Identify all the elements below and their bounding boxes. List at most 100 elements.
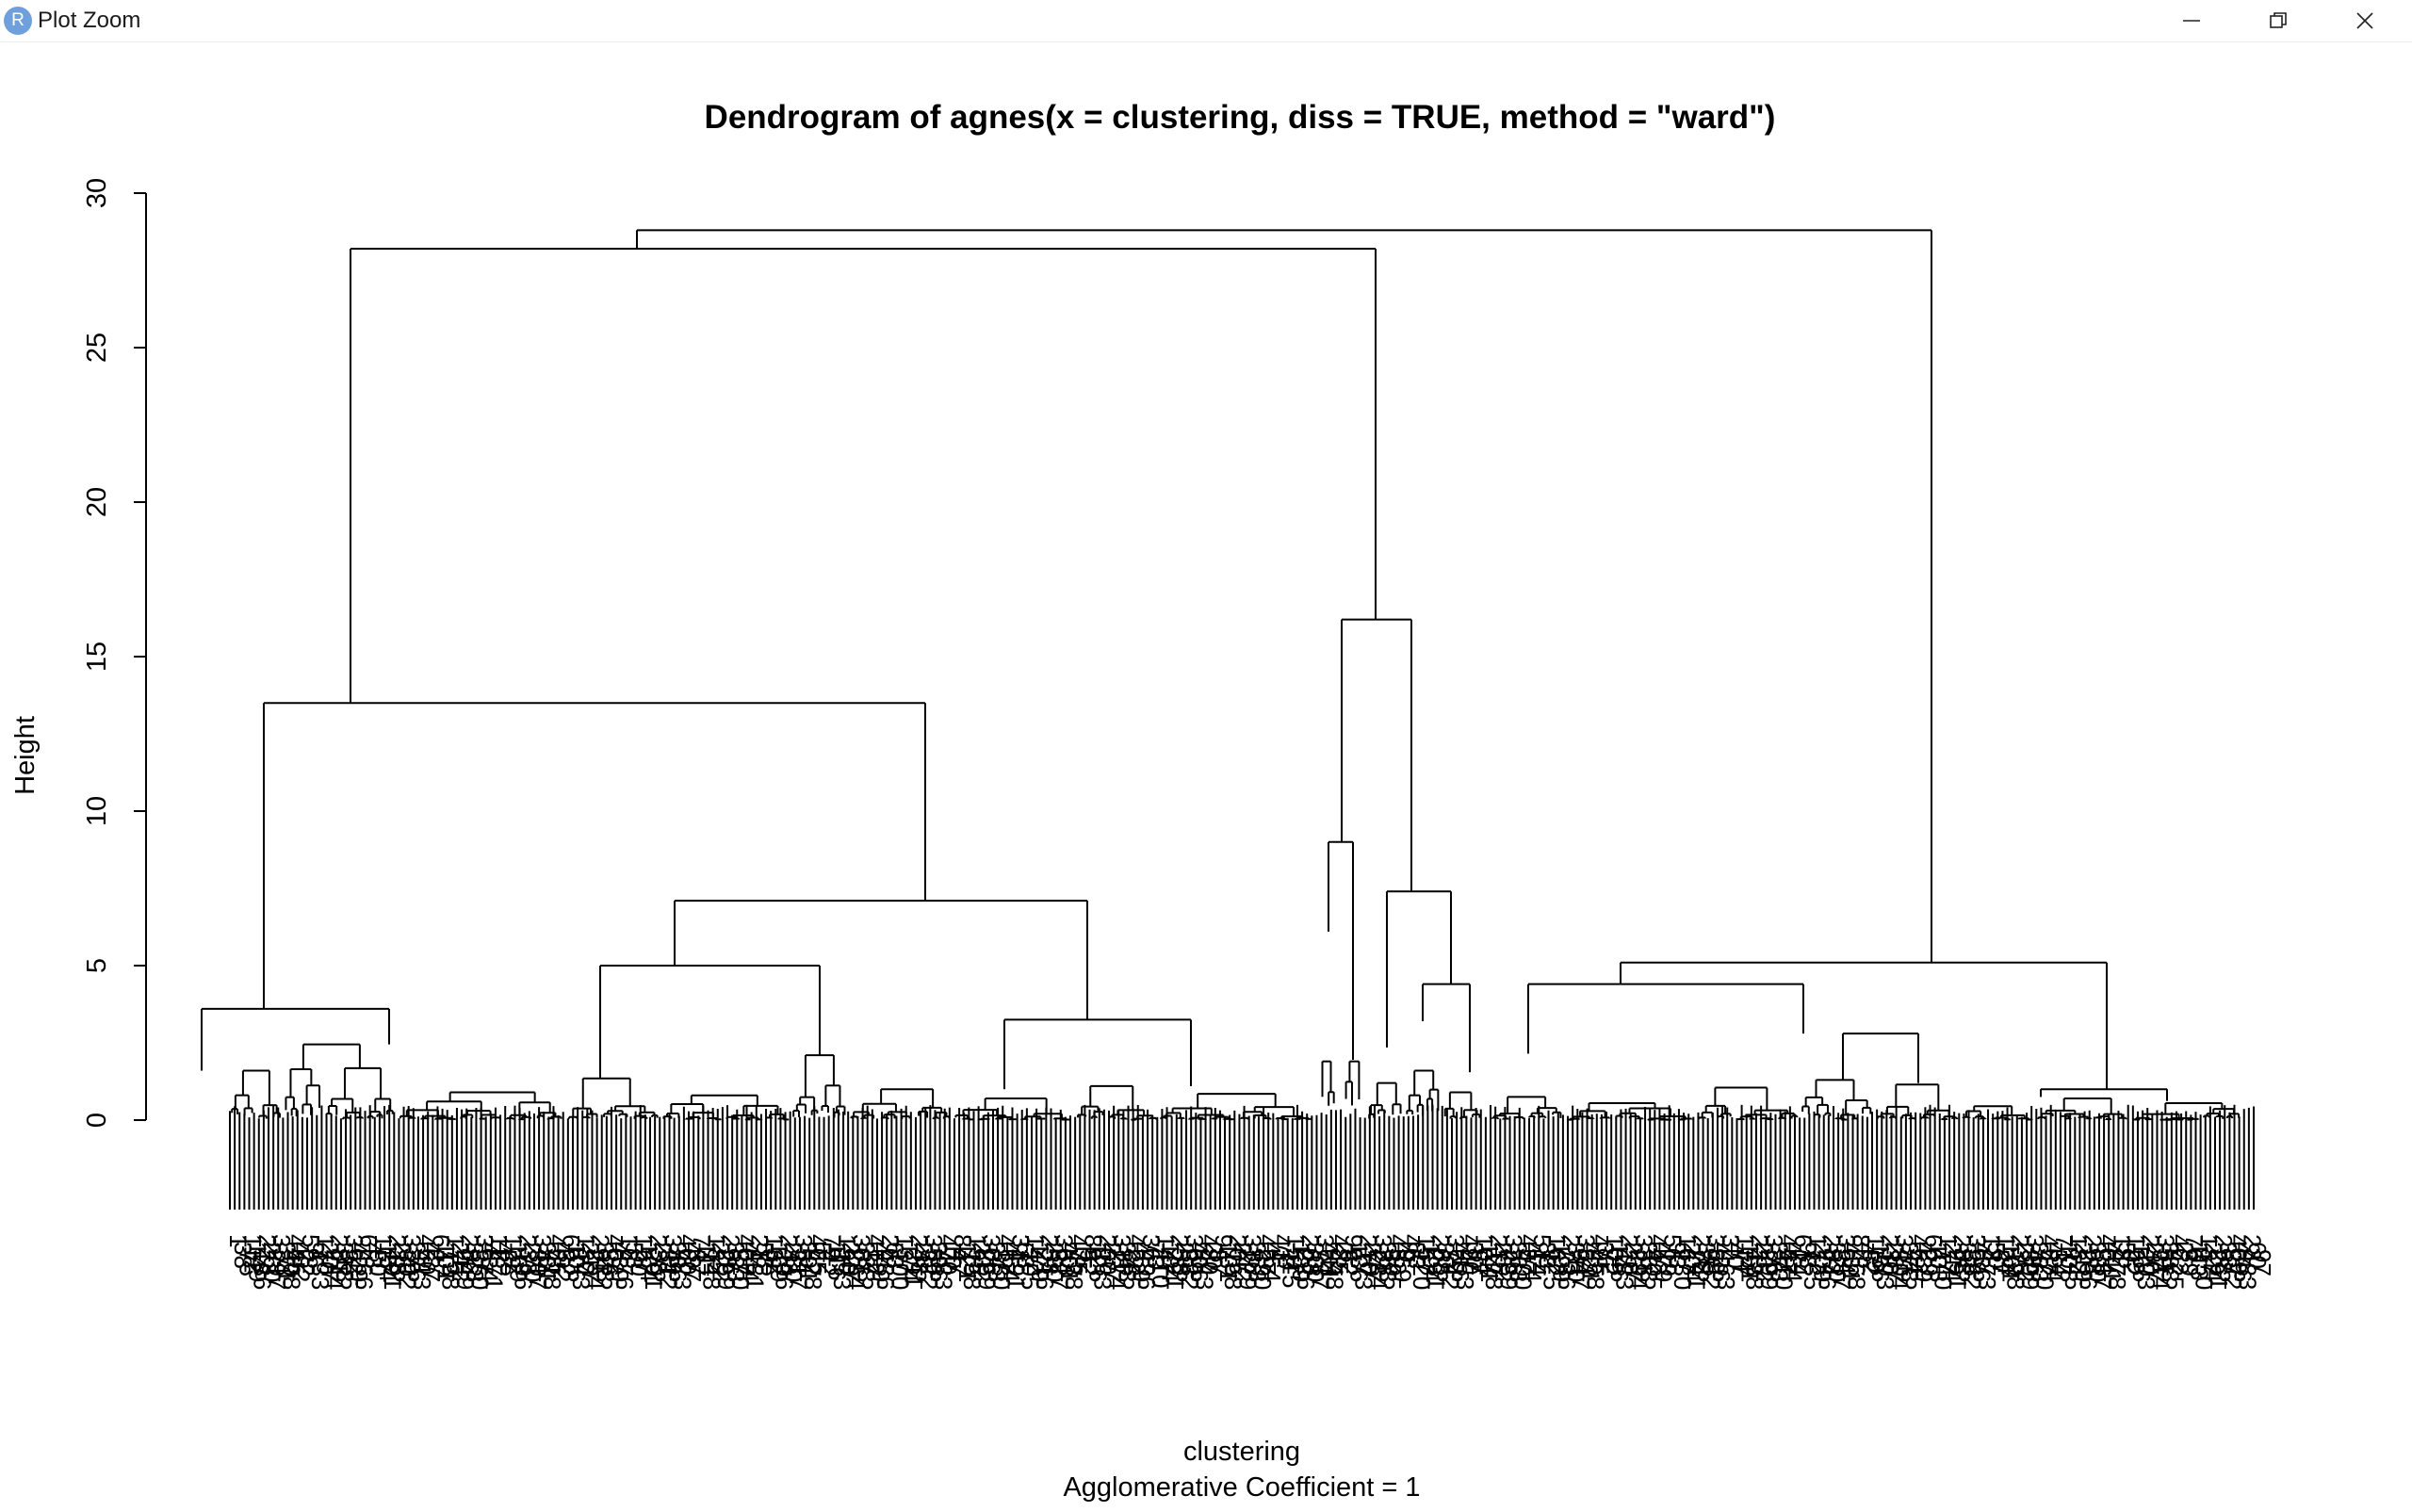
leaf-label: 338 [852, 1242, 880, 1282]
minimize-icon [2183, 20, 2200, 22]
leaf-label: 61 [1789, 1234, 1817, 1261]
leaf-label: 18 [2108, 1234, 2136, 1261]
y-axis: 0 5 10 15 20 25 30 [82, 178, 147, 1128]
leaf-label: 305 [1432, 1242, 1460, 1282]
leaf-label: 240 [2137, 1234, 2165, 1275]
leaf-label: 294 [1625, 1249, 1654, 1290]
leaf-label: 364 [1051, 1234, 1079, 1275]
leaf-label: 483 [2234, 1249, 2262, 1290]
leaf-label: 196 [509, 1249, 537, 1290]
leaf-label: 220 [1615, 1234, 1643, 1275]
leaf-label: 445 [283, 1234, 311, 1275]
leaf-label: 470 [935, 1234, 963, 1275]
leaf-label: 193 [1871, 1249, 1899, 1290]
leaf-label: 52 [1074, 1249, 1102, 1276]
y-tick-label: 15 [82, 642, 112, 672]
leaf-label: 26 [876, 1234, 904, 1261]
leaf-label: 476 [611, 1249, 639, 1290]
leaf-label: 3 [1717, 1234, 1745, 1247]
leaf-label: 190 [833, 1234, 861, 1275]
leaf-label: 260 [258, 1242, 286, 1282]
leaf-label: 412 [862, 1234, 890, 1275]
leaf-label: 104 [1471, 1234, 1499, 1275]
leaf-label: 142 [1021, 1234, 1050, 1275]
leaf-label: 289 [1494, 1249, 1523, 1290]
leaf-label: 463 [1712, 1249, 1740, 1290]
leaf-label: 339 [399, 1234, 427, 1275]
leaf-label: 464 [1258, 1242, 1286, 1282]
leaf-label: 149 [244, 1242, 272, 1282]
leaf-label: 352 [1698, 1249, 1726, 1290]
leaf-label: 232 [968, 1242, 996, 1282]
leaf-label: 492 [547, 1242, 576, 1282]
leaf-label: 217 [577, 1242, 605, 1282]
leaf-label: 421 [1576, 1242, 1605, 1282]
leaf-label: 46 [1398, 1234, 1426, 1261]
leaf-label: 50 [1982, 1242, 2011, 1269]
leaf-label: 281 [326, 1234, 354, 1275]
leaf-label: 62 [1335, 1249, 1363, 1276]
restore-button[interactable] [2235, 0, 2322, 41]
leaf-label: 447 [1775, 1234, 1803, 1275]
leaf-label: 55 [2112, 1242, 2141, 1269]
leaf-label: 244 [321, 1249, 350, 1290]
chart-title: Dendrogram of agnes(x = clustering, diss… [705, 99, 1776, 136]
leaf-label: 85 [495, 1249, 523, 1276]
y-tick-label: 25 [82, 333, 112, 363]
leaf-label: 122 [499, 1234, 528, 1275]
leaf-label: 336 [1760, 1234, 1788, 1275]
leaf-label: 261 [2205, 1249, 2233, 1290]
leaf-label: 425 [2161, 1249, 2190, 1290]
leaf-label: 376 [403, 1242, 432, 1282]
leaf-label: 77 [1726, 1249, 1754, 1276]
leaf-label: 318 [331, 1242, 359, 1282]
close-button[interactable] [2322, 0, 2408, 41]
leaf-label: 146 [1605, 1242, 1634, 1282]
leaf-label: 306 [978, 1234, 1006, 1275]
leaf-label: 187 [2195, 1234, 2224, 1275]
leaf-label: 74 [688, 1234, 716, 1261]
leaf-label: 307 [524, 1249, 552, 1290]
leaf-label: 143 [567, 1249, 595, 1290]
leaf-label: 406 [1185, 1242, 1214, 1282]
leaf-label: 156 [1866, 1242, 1895, 1282]
leaf-label: 362 [1958, 1249, 1986, 1290]
leaf-label: 182 [2064, 1234, 2093, 1275]
y-tick-label: 0 [82, 1113, 112, 1128]
leaf-label: 373 [1765, 1242, 1793, 1282]
leaf-label: 360 [465, 1249, 494, 1290]
leaf-label: 224 [2200, 1242, 2228, 1282]
leaf-label: 491 [1002, 1249, 1030, 1290]
leaf-label: 37 [683, 1249, 711, 1276]
leaf-label: 242 [1229, 1242, 1257, 1282]
leaf-label: 399 [1964, 1234, 1992, 1275]
leaf-label: 76 [2180, 1234, 2208, 1261]
minimize-button[interactable] [2148, 0, 2235, 41]
leaf-label: 432 [1383, 1234, 1411, 1275]
leaf-label: 311 [1108, 1234, 1136, 1273]
leaf-label: 30 [1460, 1242, 1489, 1269]
leaf-label: 72 [1596, 1249, 1624, 1276]
leaf-label: 251 [1944, 1249, 1972, 1290]
leaf-label: 397 [470, 1234, 498, 1275]
leaf-label: 429 [345, 1242, 373, 1282]
leaf-label: 346 [2021, 1234, 2049, 1275]
leaf-label: 241 [1683, 1249, 1711, 1290]
leaf-label: 290 [1040, 1242, 1068, 1282]
leaf-label: 374 [1311, 1234, 1339, 1275]
leaf-label: 437 [1514, 1234, 1542, 1275]
leaf-label: 297 [263, 1249, 291, 1290]
leaf-label: 408 [277, 1249, 305, 1290]
leaf-label: 385 [1117, 1249, 1146, 1290]
leaf-label: 214 [1939, 1242, 1967, 1282]
leaf-label: 221 [1162, 1249, 1190, 1290]
leaf-label: 168 [1219, 1249, 1247, 1290]
leaf-label: 396 [924, 1242, 953, 1282]
leaf-label: 205 [1224, 1234, 1252, 1275]
leaf-label: 411 [1316, 1242, 1345, 1280]
leaf-label: 1 [224, 1234, 253, 1247]
leaf-label: 151 [1736, 1242, 1765, 1282]
leaf-label: 471 [481, 1249, 509, 1290]
leaf-label: 334 [268, 1234, 296, 1275]
leaf-label: 375 [857, 1249, 886, 1290]
